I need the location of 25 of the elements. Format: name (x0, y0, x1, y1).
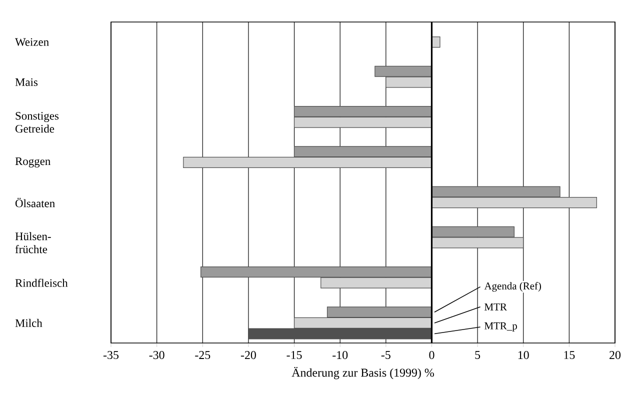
x-axis-title: Änderung zur Basis (1999) % (292, 366, 434, 380)
x-tick-label: 5 (475, 351, 480, 359)
x-tick-label: -15 (286, 351, 302, 360)
y-tick-label: Hülsen-früchte (15, 232, 51, 254)
text: MTR_p (484, 322, 517, 332)
x-tick-label: 20 (610, 351, 621, 360)
x-tick-label: -5 (381, 351, 390, 359)
x-tick-label: 15 (564, 351, 575, 360)
text: Agenda (Ref) (484, 282, 541, 292)
x-tick-label: 0 (429, 351, 434, 360)
x-tick-label: -30 (149, 351, 164, 360)
y-tick-label: Roggen (15, 157, 50, 168)
x-tick-label: 10 (518, 351, 529, 360)
y-tick-label: Weizen (15, 38, 49, 46)
y-tick-label: Rindfleisch (15, 278, 68, 287)
text: MTR (484, 303, 507, 310)
x-tick-label: -10 (332, 351, 348, 360)
x-tick-label: -25 (195, 351, 210, 360)
y-tick-label: Ölsaaten (15, 198, 55, 208)
bar (431, 36, 440, 48)
x-tick-label: -35 (103, 351, 119, 360)
y-tick-label: Sonstiges Getreide (15, 112, 59, 133)
y-tick-label: Milch (15, 318, 42, 327)
y-tick-label: Mais (15, 78, 38, 86)
x-tick-label: -20 (240, 351, 256, 360)
